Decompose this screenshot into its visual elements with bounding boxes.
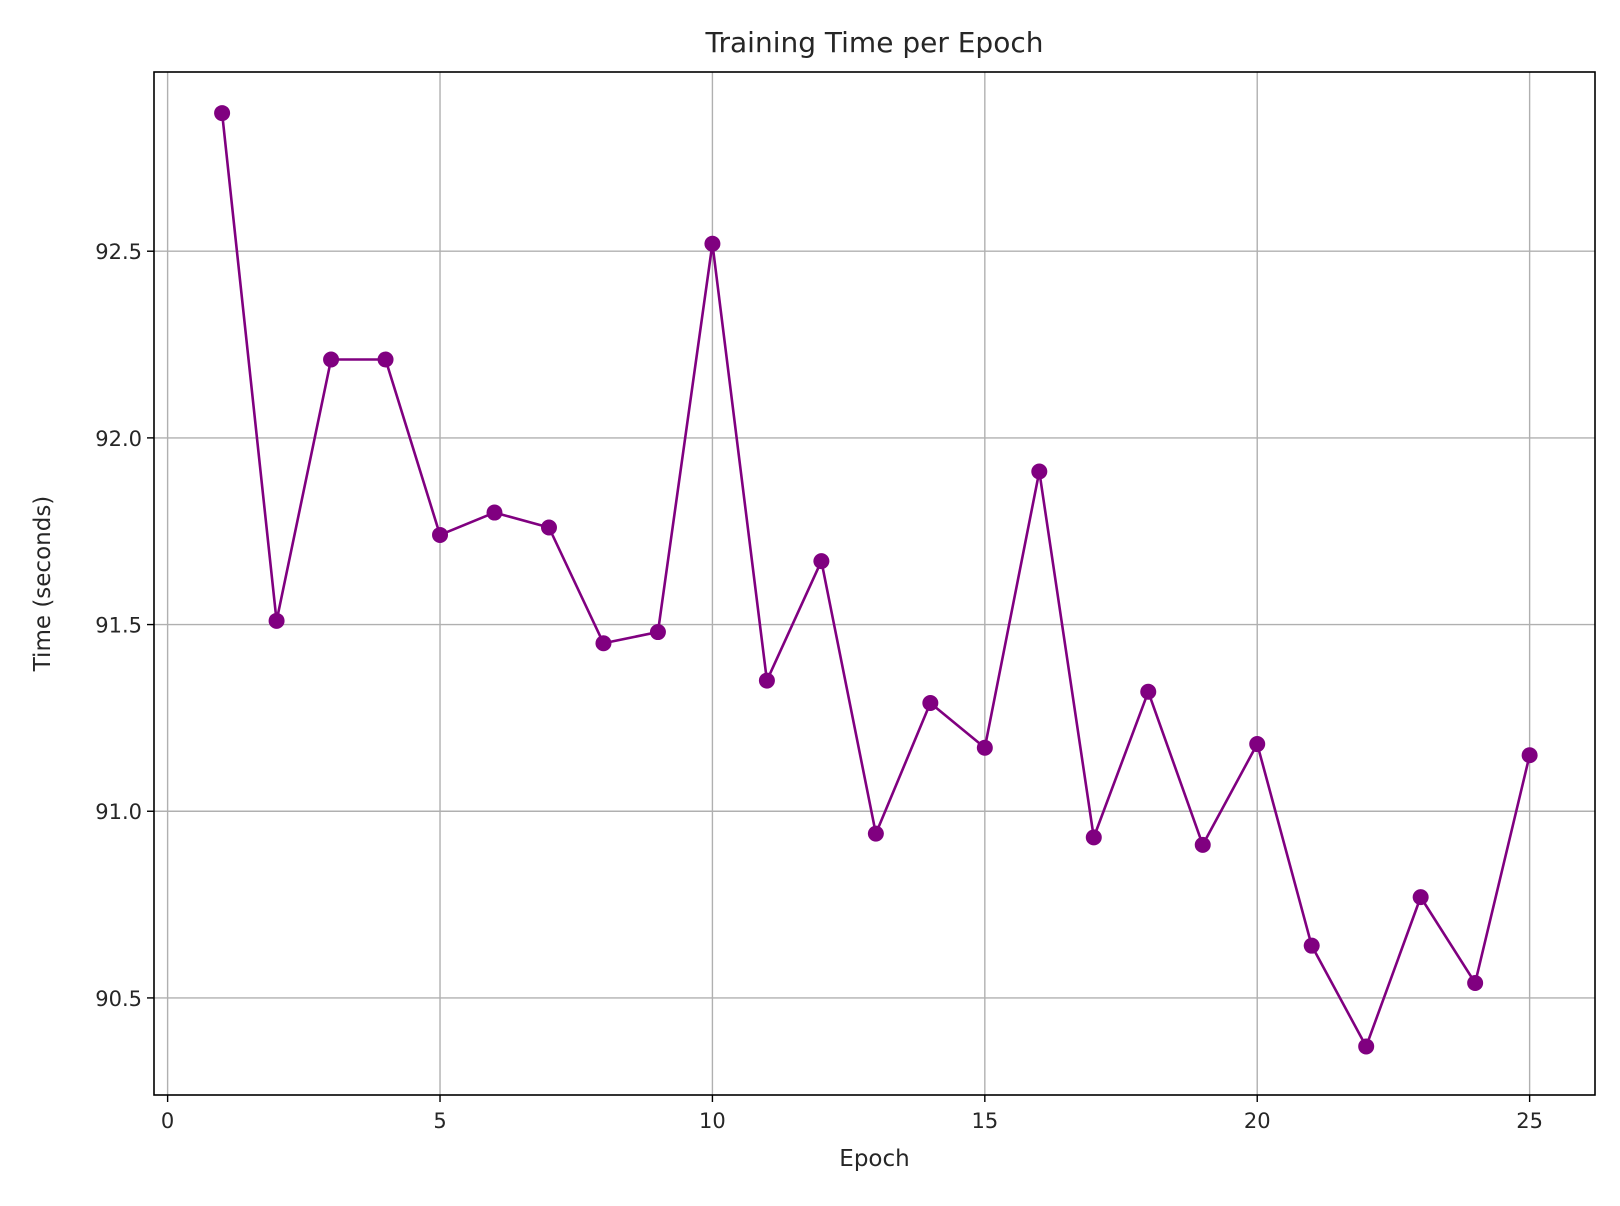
x-tick-label: 20 bbox=[1244, 1109, 1271, 1133]
chart-title: Training Time per Epoch bbox=[705, 26, 1044, 59]
data-point bbox=[704, 235, 721, 252]
data-point bbox=[323, 351, 340, 368]
data-point bbox=[1521, 747, 1538, 764]
data-point bbox=[432, 526, 449, 543]
x-tick-label: 0 bbox=[161, 1109, 174, 1133]
y-tick-label: 91.5 bbox=[95, 614, 142, 638]
data-point bbox=[813, 553, 830, 570]
y-tick-label: 90.5 bbox=[95, 987, 142, 1011]
data-point bbox=[1249, 736, 1266, 753]
x-tick-label: 25 bbox=[1516, 1109, 1543, 1133]
data-point bbox=[1412, 889, 1429, 906]
x-tick-label: 15 bbox=[971, 1109, 998, 1133]
y-tick-label: 92.5 bbox=[95, 240, 142, 264]
data-point bbox=[1303, 937, 1320, 954]
data-point bbox=[1031, 463, 1048, 480]
data-point bbox=[595, 635, 612, 652]
data-point bbox=[486, 504, 503, 521]
series-layer bbox=[220, 112, 1531, 1048]
data-point bbox=[758, 672, 775, 689]
grid-layer bbox=[154, 72, 1595, 1095]
data-point bbox=[1194, 836, 1211, 853]
y-axis-label: Time (seconds) bbox=[30, 496, 56, 673]
data-point bbox=[377, 351, 394, 368]
data-point bbox=[540, 519, 557, 536]
marker-layer bbox=[214, 105, 1538, 1055]
data-point bbox=[1085, 829, 1102, 846]
data-point bbox=[268, 612, 285, 629]
x-tick-label: 10 bbox=[699, 1109, 726, 1133]
series-line bbox=[220, 112, 1531, 1048]
data-point bbox=[1140, 683, 1157, 700]
plot-frame bbox=[153, 71, 1596, 1096]
data-point bbox=[976, 739, 993, 756]
y-tick-label: 92.0 bbox=[95, 427, 142, 451]
data-point bbox=[1358, 1038, 1375, 1055]
x-tick-label: 5 bbox=[433, 1109, 446, 1133]
data-point bbox=[214, 105, 231, 122]
data-point bbox=[1467, 974, 1484, 991]
data-point bbox=[922, 694, 939, 711]
data-point bbox=[649, 624, 666, 641]
tick-layer: 0 5 10 15 20 25 90.5 91.0 91.5 92.0 92.5 bbox=[95, 240, 1543, 1133]
y-tick-label: 91.0 bbox=[95, 800, 142, 824]
data-point bbox=[867, 825, 884, 842]
x-axis-label: Epoch bbox=[839, 1146, 909, 1172]
